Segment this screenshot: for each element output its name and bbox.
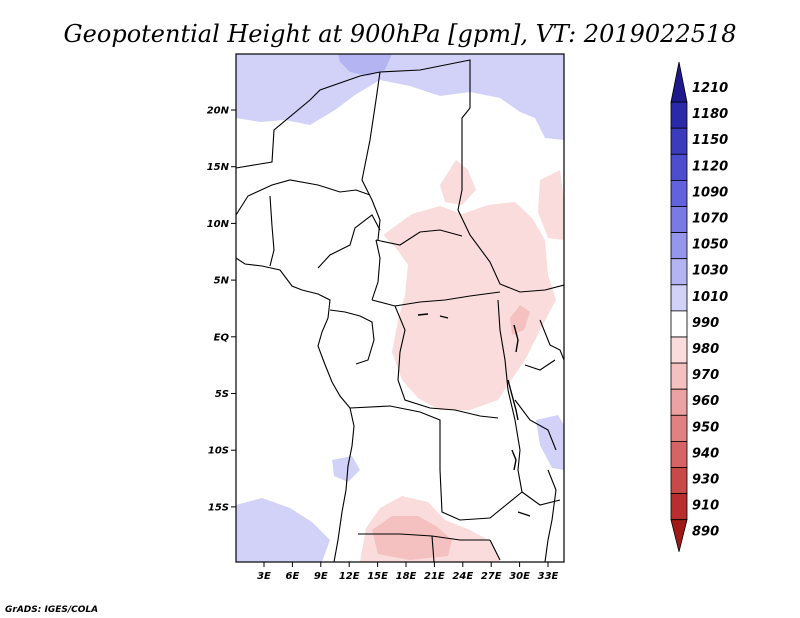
lat-tick-label: 5N bbox=[214, 276, 230, 287]
lat-tick-label: 20N bbox=[207, 106, 230, 117]
colorbar-label: 910 bbox=[692, 499, 719, 514]
map-frame bbox=[235, 53, 565, 563]
colorbar-label: 1090 bbox=[692, 185, 728, 200]
lon-tick-label: 9E bbox=[314, 571, 328, 582]
lat-tick-label: 5S bbox=[215, 389, 229, 400]
colorbar-segment bbox=[670, 336, 688, 364]
colorbar-segment bbox=[670, 519, 688, 552]
colorbar-label: 1030 bbox=[692, 264, 728, 279]
colorbar-segment bbox=[670, 467, 688, 495]
lon-tick-label: 24E bbox=[452, 571, 473, 582]
lat-tick-label: 10N bbox=[207, 219, 230, 230]
colorbar-label: 940 bbox=[692, 446, 719, 461]
colorbar-segment bbox=[670, 310, 688, 338]
lon-tick-label: 6E bbox=[286, 571, 300, 582]
high-region-west bbox=[332, 456, 360, 482]
colorbar-label: 970 bbox=[692, 368, 719, 383]
lon-tick-label: 30E bbox=[509, 571, 530, 582]
colorbar-segment bbox=[670, 258, 688, 286]
colorbar-label: 960 bbox=[692, 394, 719, 409]
lon-tick-label: 33E bbox=[538, 571, 559, 582]
colorbar-label: 930 bbox=[692, 473, 719, 488]
colorbar-label: 1210 bbox=[692, 81, 728, 96]
lon-tick-label: 15E bbox=[367, 571, 388, 582]
high-region-east bbox=[536, 415, 564, 470]
colorbar-segment bbox=[670, 493, 688, 521]
colorbar-segment bbox=[670, 153, 688, 181]
lon-tick-label: 21E bbox=[424, 571, 445, 582]
coastline-borders bbox=[236, 59, 564, 562]
colorbar-label: 990 bbox=[692, 316, 719, 331]
colorbar-label: 1010 bbox=[692, 290, 728, 305]
low-region-central bbox=[383, 202, 556, 410]
colorbar-label: 1120 bbox=[692, 159, 728, 174]
map-title: Geopotential Height at 900hPa [gpm], VT:… bbox=[64, 20, 737, 48]
colorbar-label: 1180 bbox=[692, 107, 728, 122]
lat-tick-label: 10S bbox=[208, 446, 229, 457]
map-area bbox=[236, 54, 564, 562]
colorbar-segment bbox=[670, 232, 688, 260]
colorbar-label: 980 bbox=[692, 342, 719, 357]
latitude-ticks: 20N 15N 10N 5N EQ 5S 10S 15S bbox=[207, 106, 236, 513]
colorbar-segment bbox=[670, 61, 688, 103]
colorbar-segment bbox=[670, 284, 688, 312]
high-region-north bbox=[236, 54, 564, 140]
grads-footer: GrADS: IGES/COLA bbox=[5, 605, 98, 615]
low-region-northeast bbox=[440, 160, 476, 205]
colorbar-segment bbox=[670, 127, 688, 155]
colorbar-segment bbox=[670, 362, 688, 390]
high-region-north-core bbox=[338, 54, 392, 76]
colorbar-label: 1050 bbox=[692, 238, 728, 253]
colorbar: 1210 1180 1150 1120 1090 1070 1050 1030 1010 990 9… bbox=[670, 61, 728, 552]
low-region-east-edge bbox=[538, 170, 564, 240]
lat-tick-label: EQ bbox=[214, 332, 230, 343]
colorbar-segment bbox=[670, 414, 688, 442]
lat-tick-label: 15S bbox=[208, 502, 229, 513]
colorbar-label: 1070 bbox=[692, 212, 728, 227]
lon-tick-label: 27E bbox=[481, 571, 502, 582]
colorbar-label: 1150 bbox=[692, 133, 728, 148]
colorbar-segment bbox=[670, 440, 688, 468]
colorbar-label: 890 bbox=[692, 525, 719, 540]
colorbar-segment bbox=[670, 388, 688, 416]
colorbar-segment bbox=[670, 101, 688, 129]
colorbar-segment bbox=[670, 206, 688, 234]
longitude-ticks: 3E 6E 9E 12E 15E 18E 21E 24E 27E 30E 33E bbox=[257, 562, 559, 582]
lakes-rivers bbox=[417, 313, 531, 517]
colorbar-segment bbox=[670, 179, 688, 207]
lon-tick-label: 18E bbox=[396, 571, 417, 582]
low-region-south-core bbox=[372, 516, 452, 560]
lon-tick-label: 3E bbox=[257, 571, 271, 582]
lon-tick-label: 12E bbox=[339, 571, 360, 582]
lat-tick-label: 15N bbox=[207, 162, 230, 173]
high-region-southwest bbox=[236, 498, 330, 562]
colorbar-label: 950 bbox=[692, 420, 719, 435]
